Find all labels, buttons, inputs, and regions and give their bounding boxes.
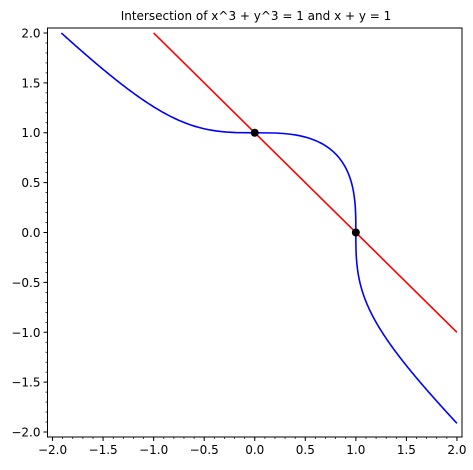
x-tick-label: −1.5 <box>89 443 118 457</box>
x-tick-label: −2.0 <box>38 443 67 457</box>
chart-title: Intersection of x^3 + y^3 = 1 and x + y … <box>121 9 392 23</box>
x-tick-label: 1.0 <box>346 443 365 457</box>
y-tick-label: 1.0 <box>21 126 40 140</box>
axes-frame <box>47 27 463 438</box>
y-tick-label: 0.5 <box>21 176 40 190</box>
x-tick-label: −0.5 <box>190 443 219 457</box>
series-curve-0 <box>60 32 458 424</box>
intersection-point-1 <box>351 228 360 237</box>
y-tick-label: −0.5 <box>11 276 40 290</box>
y-tick-label: 0.0 <box>21 226 40 240</box>
x-tick-label: 0.0 <box>245 443 264 457</box>
x-tick-label: 0.5 <box>296 443 315 457</box>
x-tick-label: −1.0 <box>139 443 168 457</box>
axis-ticks: −2.0 −1.5 −1.0 −0.5 0.0 0.5 1.0 1.5 2.0 −2.0 −1.5 −… <box>11 26 466 457</box>
y-tick-label: −1.0 <box>11 326 40 340</box>
intersection-point-0 <box>250 128 259 137</box>
plot-area <box>60 32 458 424</box>
x-tick-label: 1.5 <box>397 443 416 457</box>
x-tick-label: 2.0 <box>447 443 466 457</box>
y-tick-label: −2.0 <box>11 426 40 440</box>
y-tick-label: 2.0 <box>21 26 40 40</box>
y-tick-label: −1.5 <box>11 376 40 390</box>
y-tick-label: 1.5 <box>21 76 40 90</box>
series-line-1 <box>153 32 458 333</box>
